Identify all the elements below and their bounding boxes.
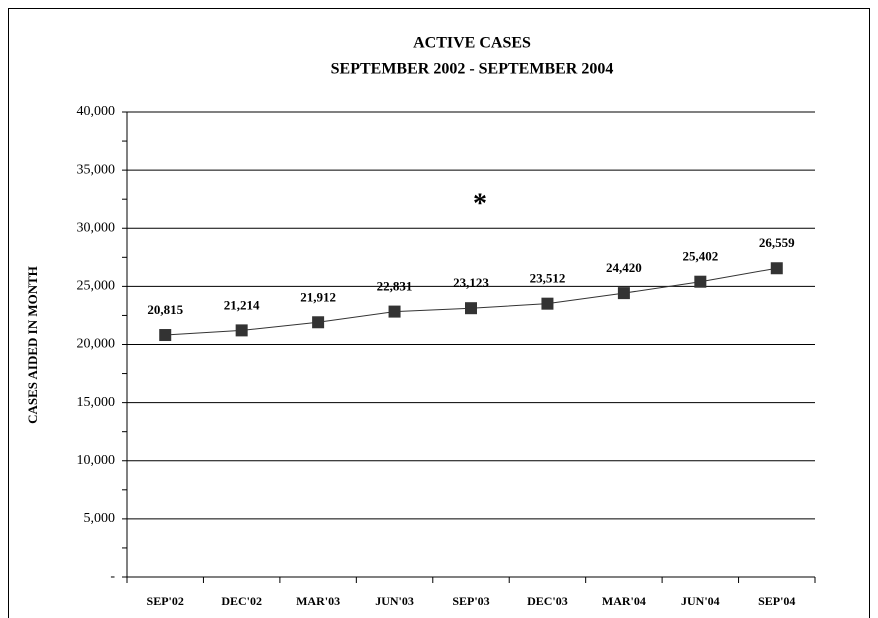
data-label: 24,420 [606,260,642,275]
x-tick-label: MAR'03 [296,594,340,608]
y-tick-label: 10,000 [77,453,116,468]
marker [617,287,630,300]
annotation: * [473,188,487,219]
x-tick-label: SEP'04 [758,594,795,608]
y-tick-label: 35,000 [77,162,116,177]
frame [8,8,870,618]
x-tick-label: DEC'02 [221,594,262,608]
y-axis-label: CASES AIDED IN MONTH [25,266,40,424]
x-tick-label: MAR'04 [602,594,646,608]
chart-title: ACTIVE CASES [413,35,531,52]
x-tick-label: SEP'03 [452,594,489,608]
marker [770,262,783,275]
data-label: 21,214 [224,297,260,312]
marker [465,302,477,315]
x-tick-label: JUN'04 [681,594,720,608]
y-tick-label: 25,000 [77,279,116,294]
x-tick-label: JUN'03 [375,594,414,608]
marker [388,305,401,318]
data-label: 21,912 [300,289,336,304]
x-tick-label: DEC'03 [527,594,568,608]
marker [312,316,325,329]
chart-subtitle: SEPTEMBER 2002 - SEPTEMBER 2004 [331,61,614,78]
data-label: 20,815 [147,302,183,317]
data-label: 26,559 [759,235,795,250]
x-tick-label: SEP'02 [147,594,184,608]
data-label: 25,402 [682,249,718,264]
data-label: 22,831 [377,279,413,294]
y-tick-label: 15,000 [77,395,116,410]
y-tick-label: 40,000 [77,104,116,119]
y-tick-label: 5,000 [84,511,116,526]
marker [694,275,707,288]
y-tick-label: 20,000 [77,337,116,352]
y-tick-label: 30,000 [77,220,116,235]
data-label: 23,123 [453,275,489,290]
data-label: 23,512 [530,271,566,286]
marker [235,324,248,337]
marker [541,297,554,310]
y-tick-label: - [110,569,115,584]
marker [159,329,172,342]
